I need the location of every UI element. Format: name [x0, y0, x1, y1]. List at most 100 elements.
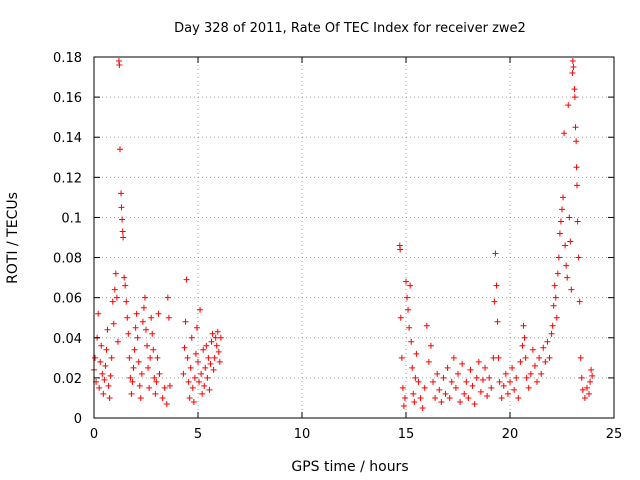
- x-tick-label: 20: [502, 427, 519, 442]
- data-point: [406, 324, 413, 331]
- data-point: [563, 262, 570, 269]
- data-point: [148, 314, 155, 321]
- data-point: [165, 314, 172, 321]
- data-point: [132, 324, 139, 331]
- data-point: [507, 378, 513, 385]
- data-point: [434, 370, 441, 377]
- data-point: [562, 242, 569, 249]
- data-point: [191, 374, 198, 381]
- data-point: [149, 330, 156, 337]
- data-point: [209, 330, 216, 337]
- y-axis-label: ROTI / TECUs: [5, 192, 21, 284]
- data-point: [105, 382, 112, 389]
- data-point: [98, 342, 105, 349]
- data-point: [548, 330, 555, 337]
- data-point: [131, 346, 138, 353]
- data-point: [484, 392, 491, 399]
- data-point: [457, 398, 464, 405]
- data-point: [159, 394, 166, 401]
- data-point: [125, 330, 132, 337]
- data-point: [100, 390, 107, 397]
- data-point: [579, 386, 586, 393]
- data-point: [569, 58, 576, 65]
- data-point: [104, 326, 111, 333]
- data-point: [146, 384, 153, 391]
- data-point: [122, 282, 129, 289]
- data-point: [163, 400, 170, 407]
- data-point: [573, 164, 580, 171]
- data-point: [467, 366, 474, 373]
- data-point: [486, 374, 493, 381]
- data-point: [212, 334, 219, 341]
- y-tick-label: 0.02: [53, 372, 82, 387]
- data-point: [180, 370, 187, 377]
- x-tick-label: 25: [606, 427, 623, 442]
- data-point: [156, 370, 163, 377]
- data-point: [112, 270, 119, 277]
- data-point: [118, 190, 125, 197]
- data-point: [401, 394, 408, 401]
- data-point: [573, 138, 580, 145]
- data-point: [145, 364, 152, 371]
- data-point: [119, 216, 126, 223]
- data-point: [204, 374, 211, 381]
- x-tick-label: 0: [90, 427, 98, 442]
- y-tick-label: 0.06: [53, 292, 82, 307]
- data-point: [544, 338, 551, 345]
- data-point: [575, 254, 582, 261]
- data-point: [109, 298, 116, 305]
- data-point: [517, 358, 524, 365]
- data-point: [134, 334, 141, 341]
- data-point: [398, 354, 405, 361]
- data-point: [578, 374, 585, 381]
- data-point: [494, 318, 501, 325]
- data-point: [479, 376, 486, 383]
- data-point: [95, 310, 102, 317]
- data-point: [116, 62, 123, 69]
- data-point: [482, 364, 489, 371]
- data-point: [583, 384, 590, 391]
- data-point: [397, 314, 404, 321]
- y-tick-label: 0.08: [53, 252, 82, 267]
- data-point: [488, 384, 495, 391]
- data-point: [515, 394, 522, 401]
- data-point: [440, 374, 447, 381]
- data-point: [551, 282, 558, 289]
- data-point: [573, 182, 580, 189]
- data-point: [511, 386, 518, 393]
- chart-title: Day 328 of 2011, Rate Of TEC Index for r…: [174, 21, 526, 36]
- data-point: [153, 378, 160, 385]
- data-point: [588, 366, 595, 373]
- data-point: [587, 378, 594, 385]
- data-point: [152, 390, 159, 397]
- data-point: [129, 378, 136, 385]
- data-point: [205, 354, 212, 361]
- data-point: [117, 146, 123, 153]
- data-point: [452, 384, 459, 391]
- data-point: [498, 394, 505, 401]
- y-tick-label: 0.16: [53, 91, 82, 106]
- data-point: [214, 328, 221, 335]
- data-points: [91, 58, 596, 411]
- y-tick-label: 0: [74, 412, 82, 427]
- data-point: [206, 386, 213, 393]
- data-point: [133, 310, 140, 317]
- data-point: [567, 238, 574, 245]
- data-point: [586, 390, 593, 397]
- data-point: [423, 322, 430, 329]
- data-point: [188, 334, 195, 341]
- data-point: [412, 374, 419, 381]
- data-point: [570, 64, 577, 71]
- data-point: [425, 358, 432, 365]
- x-tick-label: 10: [294, 427, 311, 442]
- data-point: [413, 350, 420, 357]
- data-point: [589, 372, 596, 379]
- plot-frame: [93, 56, 615, 419]
- data-point: [147, 354, 154, 361]
- data-point: [108, 354, 115, 361]
- data-point: [427, 342, 434, 349]
- data-point: [552, 294, 559, 301]
- data-point: [540, 344, 547, 351]
- data-point: [461, 390, 468, 397]
